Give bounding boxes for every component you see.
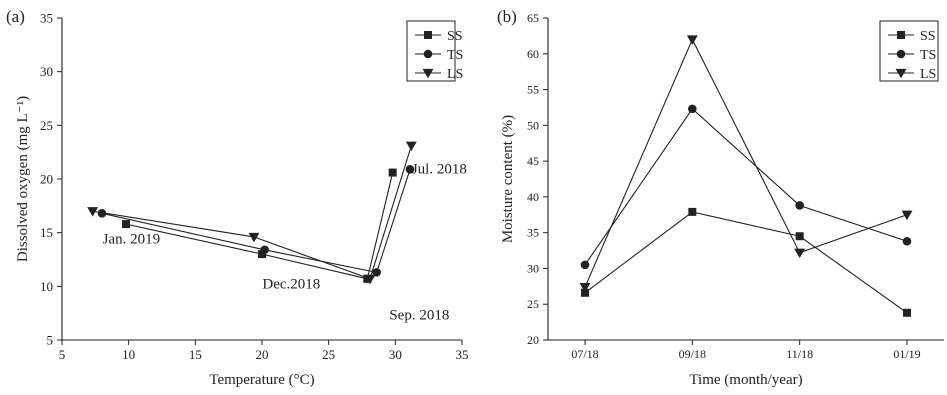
series-line-ts	[101, 169, 411, 274]
x-tick-label: 15	[189, 347, 202, 362]
point-ls	[405, 141, 417, 152]
series-line-ss	[125, 172, 394, 280]
y-tick-label: 55	[527, 83, 539, 97]
point-ts	[405, 165, 415, 174]
series-line-ls	[584, 38, 908, 288]
point-ls	[87, 207, 99, 217]
legend-marker-ts	[423, 49, 433, 59]
y-tick-label: 10	[40, 279, 53, 294]
legend-marker-ls	[895, 68, 907, 79]
x-tick-label: 35	[456, 347, 469, 362]
point-ls	[686, 35, 698, 45]
point-ls	[901, 210, 913, 221]
legend-box	[879, 20, 939, 82]
annotation-label: Jul. 2018	[412, 162, 467, 178]
x-tick-label: 11/18	[786, 347, 813, 361]
point-ss	[688, 207, 697, 216]
y-axis-title: Dissolved oxygen (mg L⁻¹)	[15, 96, 31, 262]
x-tick-label: 09/18	[679, 347, 706, 361]
x-tick-label: 07/18	[571, 347, 598, 361]
point-ts	[795, 201, 804, 210]
x-tick-label: 10	[122, 347, 135, 362]
y-axis-title: Moisture content (%)	[500, 115, 516, 243]
annotation-label: Dec.2018	[262, 276, 320, 292]
x-tick-label: 30	[389, 347, 402, 362]
legend-label-ls: LS	[447, 67, 463, 82]
panel-label: (a)	[6, 7, 25, 26]
legend-marker-ss	[897, 31, 905, 39]
x-axis-title: Temperature (°C)	[209, 372, 314, 388]
point-ts	[902, 236, 912, 246]
x-tick-label: 20	[256, 347, 269, 362]
series-line-ls	[92, 145, 412, 280]
y-tick-label: 65	[527, 11, 539, 25]
point-ls	[364, 274, 376, 285]
point-ss	[903, 308, 911, 317]
point-ls	[579, 282, 591, 293]
y-tick-label: 30	[40, 64, 53, 79]
y-tick-label: 35	[527, 226, 539, 240]
legend-label-ss: SS	[447, 29, 463, 44]
panel-a: 5 10 15 20 25 30 35 5 10 15 20 25 30 35 Temperature (°…	[6, 7, 469, 388]
legend-marker-ls	[422, 68, 434, 79]
annotation-label: Sep. 2018	[389, 308, 449, 324]
point-ls	[794, 248, 806, 259]
series-line-ss	[584, 211, 908, 314]
x-tick-label: 5	[59, 347, 66, 362]
legend-label-ts: TS	[920, 48, 936, 63]
legend-label-ss: SS	[920, 29, 936, 44]
y-tick-label: 45	[527, 154, 539, 168]
panel-label: (b)	[497, 7, 517, 26]
point-ss	[388, 168, 397, 177]
y-tick-label: 20	[527, 333, 539, 347]
legend-label-ls: LS	[920, 67, 936, 82]
y-tick-label: 15	[40, 225, 53, 240]
point-ts	[372, 268, 381, 277]
y-tick-label: 40	[527, 190, 539, 204]
x-axis-title: Time (month/year)	[689, 372, 802, 388]
legend-label-ts: TS	[447, 48, 463, 63]
point-ls	[248, 232, 260, 243]
y-tick-label: 5	[47, 333, 54, 348]
point-ts	[260, 245, 269, 255]
y-tick-label: 25	[40, 118, 53, 133]
y-tick-label: 25	[527, 297, 539, 311]
y-tick-label: 20	[40, 172, 53, 187]
y-tick-label: 60	[527, 47, 539, 61]
x-tick-label: 01/19	[893, 347, 920, 361]
point-ss	[795, 232, 804, 241]
panel-b: 07/18 09/18 11/18 01/19 20 25 30 35 40 45 50 55 60 65…	[497, 7, 944, 388]
legend-marker-ts	[896, 49, 906, 59]
y-tick-label: 35	[40, 11, 53, 26]
annotation-label: Jan. 2019	[103, 231, 161, 247]
y-tick-label: 50	[527, 118, 539, 132]
point-ss	[122, 220, 130, 229]
point-ts	[688, 104, 697, 114]
x-tick-label: 25	[322, 347, 335, 362]
legend-marker-ss	[424, 31, 432, 39]
y-tick-label: 30	[527, 261, 539, 275]
point-ts	[580, 260, 590, 270]
series-line-ts	[584, 108, 908, 266]
